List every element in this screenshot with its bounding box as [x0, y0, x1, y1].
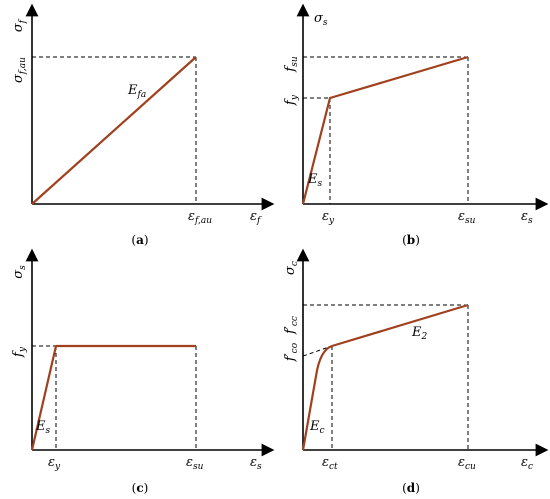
panel-d-caption: (d) — [402, 481, 420, 495]
panel-b-y-label: σs — [314, 11, 328, 28]
panel-d-dash-mid-extension — [302, 345, 333, 357]
panel-b-y-tick-top: fsu — [283, 56, 300, 72]
panel-a-caption: (a) — [131, 233, 148, 247]
panel-a-y-tick: σf,au — [11, 57, 28, 83]
panel-a-slope-label: Efa — [127, 83, 146, 100]
panel-b-y-tick-mid: fy — [283, 94, 300, 106]
panel-d: σc f′cc f′co E2 Ec εct εcu εc (d) — [283, 248, 549, 495]
panel-d-x-tick-1: εct — [322, 455, 338, 472]
panel-b-curve — [301, 55, 469, 205]
panel-a-x-tick: εf,au — [188, 209, 212, 226]
panel-b-x-label: εs — [521, 209, 533, 226]
panel-c-x-tick-2: εsu — [186, 455, 204, 472]
panel-a: σf σf,au Efa εf,au εf (a) — [11, 3, 275, 247]
panel-b: σs fsu fy Es εy εsu εs (b) — [283, 3, 549, 247]
panel-c-y-label: σs — [11, 265, 28, 279]
panel-d-slope-label-2: E2 — [411, 325, 428, 342]
panel-d-curve — [301, 303, 469, 451]
panel-c-y-tick: fy — [11, 346, 28, 358]
panel-c-x-tick-1: εy — [48, 455, 61, 472]
panel-d-y-tick-top: f′cc — [283, 316, 300, 335]
panel-c: σs fy Es εy εsu εs (c) — [11, 248, 275, 495]
panel-c-curve — [30, 344, 196, 451]
panel-d-x-label: εc — [521, 455, 533, 472]
panel-a-y-label: σf — [11, 18, 28, 32]
panel-c-x-label: εs — [250, 455, 262, 472]
panel-d-x-tick-2: εcu — [458, 455, 476, 472]
panel-b-x-tick-2: εsu — [458, 209, 476, 226]
panel-c-caption: (c) — [132, 481, 149, 495]
panel-a-x-label: εf — [250, 209, 262, 226]
panel-d-slope-label-1: Ec — [309, 419, 325, 436]
panel-c-slope-label: Es — [35, 419, 51, 436]
panel-b-slope-label: Es — [307, 172, 323, 189]
panel-b-caption: (b) — [402, 233, 420, 247]
panel-b-x-tick-1: εy — [322, 209, 335, 226]
panel-d-y-tick-mid: f′co — [283, 342, 300, 362]
panel-d-y-label: σc — [283, 261, 300, 275]
panel-a-curve — [31, 56, 197, 205]
